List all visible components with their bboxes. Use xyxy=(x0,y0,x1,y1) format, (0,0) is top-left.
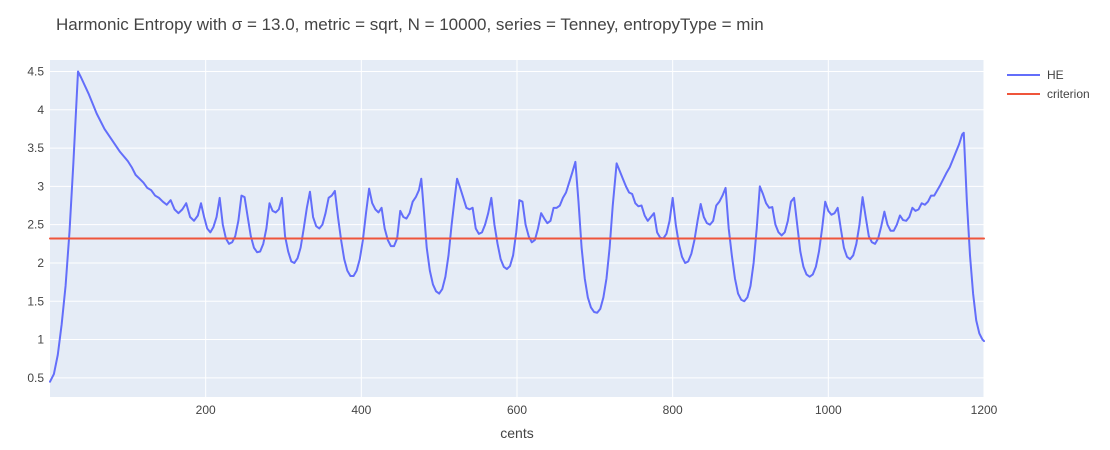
series-line-HE xyxy=(49,70,985,383)
x-axis-label: cents xyxy=(500,425,533,441)
y-tick-label: 0.5 xyxy=(27,371,44,385)
legend: HE criterion xyxy=(1007,68,1090,101)
y-tick-label: 3.5 xyxy=(27,141,44,155)
x-tick-label: 400 xyxy=(351,403,371,417)
y-tick-label: 2.5 xyxy=(27,218,44,232)
x-tick-label: 1000 xyxy=(815,403,842,417)
grid-layer xyxy=(50,60,985,397)
ticks-layer: 0.5 1 1.5 2 2.5 3 3.5 4 4.5 200 400 600 800 1000 1200 xyxy=(27,64,997,417)
y-tick-label: 3 xyxy=(37,179,44,193)
chart-title: Harmonic Entropy with σ = 13.0, metric =… xyxy=(56,15,764,34)
y-tick-label: 4 xyxy=(37,103,44,117)
legend-label-criterion[interactable]: criterion xyxy=(1047,87,1090,101)
y-tick-label: 1.5 xyxy=(27,294,44,308)
y-tick-label: 4.5 xyxy=(27,64,44,78)
x-tick-label: 200 xyxy=(196,403,216,417)
x-tick-label: 1200 xyxy=(971,403,998,417)
y-tick-label: 1 xyxy=(37,333,44,347)
series-layer xyxy=(49,70,985,383)
legend-label-HE[interactable]: HE xyxy=(1047,68,1064,82)
y-tick-label: 2 xyxy=(37,256,44,270)
x-tick-label: 800 xyxy=(663,403,683,417)
x-tick-label: 600 xyxy=(507,403,527,417)
